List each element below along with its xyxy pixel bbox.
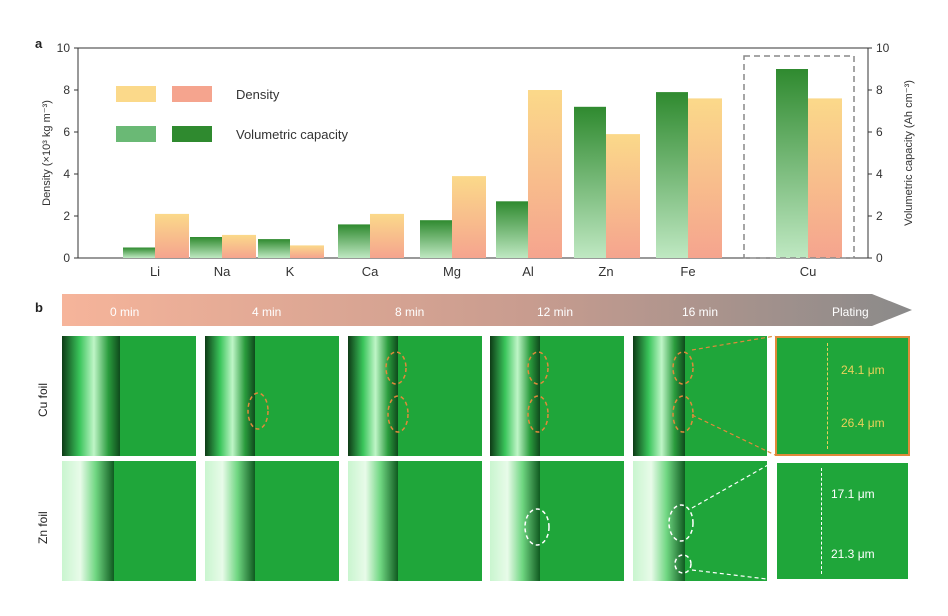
y-axis-label-right: Volumetric capacity (Ah cm⁻³) xyxy=(903,80,915,226)
bar-density-fe xyxy=(688,98,722,259)
y-axis-label-left: Density (×10³ kg m⁻³) xyxy=(41,100,53,206)
x-tick-label-k: K xyxy=(286,264,295,279)
x-tick-label-ca: Ca xyxy=(362,264,379,279)
micrograph-cu-4min xyxy=(205,336,339,456)
bar-capacity-mg xyxy=(420,220,452,258)
zn-zoom-measure-1: 17.1 μm xyxy=(831,487,875,501)
micrograph-cu-12min xyxy=(490,336,624,456)
legend-label-density: Density xyxy=(236,87,280,102)
x-tick-label-fe: Fe xyxy=(680,264,695,279)
x-tick-label-al: Al xyxy=(522,264,534,279)
plating-label: Plating xyxy=(832,305,869,319)
bar-chart: 0 0 2 2 4 4 6 6 8 8 10 10 Density (×10³ kg m⁻³) Volum… xyxy=(41,41,915,279)
bar-capacity-zn xyxy=(574,106,606,258)
panel-b-label: b xyxy=(35,300,43,315)
y-tick-label-right: 8 xyxy=(876,83,883,97)
bar-density-al xyxy=(528,90,562,258)
legend-label-capacity: Volumetric capacity xyxy=(236,127,348,142)
y-tick-label-right: 10 xyxy=(876,41,890,55)
y-tick-label-right: 4 xyxy=(876,167,883,181)
micrograph-cu-8min xyxy=(348,336,482,456)
x-tick-label-mg: Mg xyxy=(443,264,461,279)
bar-density-ca xyxy=(370,213,404,258)
micrograph-zn-8min xyxy=(348,461,482,581)
time-label-8: 8 min xyxy=(395,305,425,319)
cu-zoom-measure-2: 26.4 μm xyxy=(841,416,885,430)
y-tick-label-left: 8 xyxy=(63,83,70,97)
x-tick-label-cu: Cu xyxy=(800,264,817,279)
time-arrow xyxy=(62,294,912,326)
bar-density-cu xyxy=(808,98,842,259)
y-tick-label-left: 6 xyxy=(63,125,70,139)
time-label-0: 0 min xyxy=(110,305,140,319)
micrograph-zn-12min xyxy=(490,461,624,581)
zoom-zn-foil: 17.1 μm 21.3 μm xyxy=(775,461,910,581)
y-tick-label-left: 4 xyxy=(63,167,70,181)
micrograph-zn-16min xyxy=(633,461,767,581)
bar-capacity-na xyxy=(190,237,222,258)
cu-zoom-measure-1: 24.1 μm xyxy=(841,363,885,377)
micrograph-cu-0min xyxy=(62,336,196,456)
y-tick-label-left: 2 xyxy=(63,209,70,223)
bar-capacity-k xyxy=(258,239,290,258)
y-tick-label-right: 0 xyxy=(876,251,883,265)
bar-density-mg xyxy=(452,176,486,258)
legend-swatch-density-dark xyxy=(172,86,212,102)
bar-density-k xyxy=(290,245,324,258)
legend-swatch-density-light xyxy=(116,86,156,102)
legend-swatch-capacity-dark xyxy=(172,126,212,142)
bar-capacity-fe xyxy=(656,92,688,258)
bar-density-li xyxy=(155,213,189,258)
legend-swatch-capacity-light xyxy=(116,126,156,142)
x-tick-label-li: Li xyxy=(150,264,160,279)
zn-zoom-measure-2: 21.3 μm xyxy=(831,547,875,561)
micrograph-zn-0min xyxy=(62,461,196,581)
y-tick-label-left: 10 xyxy=(57,41,71,55)
y-tick-label-right: 2 xyxy=(876,209,883,223)
bar-capacity-al xyxy=(496,201,528,258)
time-label-16: 16 min xyxy=(682,305,719,319)
micrograph-cu-16min xyxy=(633,336,767,456)
y-tick-label-right: 6 xyxy=(876,125,883,139)
bar-capacity-cu xyxy=(776,69,808,258)
time-label-4: 4 min xyxy=(252,305,282,319)
cu-highlight-box xyxy=(743,55,855,259)
x-tick-label-na: Na xyxy=(214,264,231,279)
x-tick-label-zn: Zn xyxy=(598,264,613,279)
time-label-12: 12 min xyxy=(537,305,574,319)
bar-density-na xyxy=(222,234,256,258)
y-tick-label-left: 0 xyxy=(63,251,70,265)
zoom-cu-foil: 24.1 μm 26.4 μm xyxy=(775,336,910,456)
panel-a-label: a xyxy=(35,36,43,51)
bar-density-zn xyxy=(606,134,640,258)
bar-capacity-li xyxy=(123,247,155,258)
micrograph-zn-4min xyxy=(205,461,339,581)
bar-capacity-ca xyxy=(338,224,370,258)
